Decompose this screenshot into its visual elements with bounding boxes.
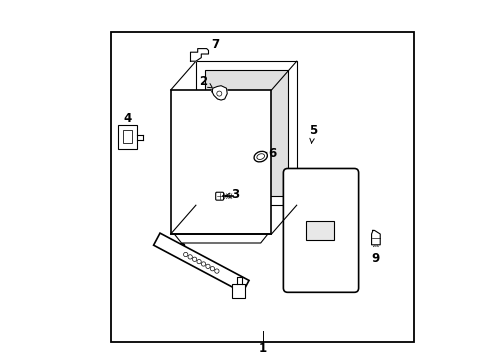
FancyBboxPatch shape [283, 168, 358, 292]
Bar [204, 70, 287, 196]
Circle shape [210, 266, 214, 271]
Circle shape [197, 260, 201, 264]
Polygon shape [153, 233, 248, 293]
Polygon shape [190, 49, 208, 61]
Text: 4: 4 [123, 112, 131, 131]
Polygon shape [371, 230, 380, 245]
Circle shape [183, 252, 187, 257]
Bar [305, 221, 334, 240]
Text: 7: 7 [203, 38, 219, 54]
Circle shape [214, 269, 219, 273]
Text: 2: 2 [199, 75, 212, 88]
Bar [232, 284, 244, 298]
Bar [196, 61, 296, 205]
Bar [111, 32, 413, 342]
Ellipse shape [256, 154, 264, 159]
Text: 3: 3 [225, 188, 239, 201]
Circle shape [187, 255, 192, 259]
Circle shape [205, 264, 210, 269]
Polygon shape [212, 86, 227, 100]
Bar [117, 125, 137, 148]
Text: 1: 1 [258, 342, 266, 355]
Circle shape [192, 257, 196, 261]
Bar [170, 90, 271, 234]
Text: 5: 5 [308, 124, 316, 143]
Text: 8: 8 [177, 242, 191, 255]
Circle shape [201, 262, 205, 266]
Bar [123, 130, 132, 143]
Text: 9: 9 [371, 242, 379, 265]
Text: 6: 6 [262, 147, 276, 160]
Ellipse shape [254, 151, 267, 162]
FancyBboxPatch shape [215, 192, 223, 200]
Circle shape [216, 91, 222, 96]
